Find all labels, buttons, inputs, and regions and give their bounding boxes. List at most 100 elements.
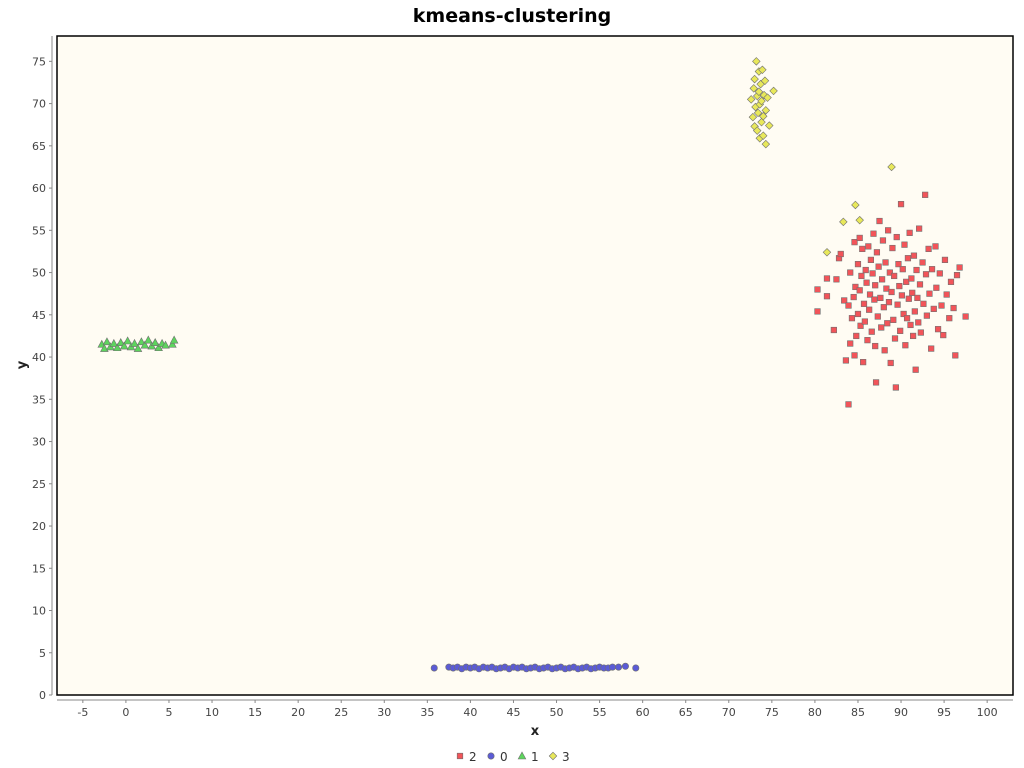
data-point (823, 293, 831, 300)
data-point (769, 86, 778, 96)
data-point (133, 343, 143, 352)
data-point (908, 275, 915, 282)
y-tick-label: 60 (32, 182, 46, 195)
data-point (430, 664, 438, 672)
x-tick-label: 90 (894, 706, 908, 719)
data-point (841, 297, 848, 304)
x-tick-label: 75 (765, 706, 779, 719)
data-point (897, 327, 904, 334)
data-point (936, 270, 943, 277)
data-point (123, 336, 132, 345)
data-point (814, 286, 821, 293)
data-point (928, 266, 936, 273)
data-point (919, 259, 926, 266)
data-point (909, 332, 917, 340)
y-axis-label: y (15, 360, 30, 369)
data-point (911, 308, 918, 315)
y-tick-label: 10 (32, 605, 46, 618)
data-point (140, 340, 150, 349)
data-point (865, 243, 872, 250)
data-point (621, 662, 629, 670)
data-point (116, 338, 126, 346)
data-point (102, 337, 112, 346)
data-point (847, 340, 854, 347)
x-tick-label: 30 (377, 706, 391, 719)
data-point (860, 359, 867, 366)
plot-area (56, 35, 1014, 696)
data-point (112, 343, 122, 352)
data-point (925, 245, 932, 253)
legend-marker-3 (548, 751, 558, 761)
y-tick-label: 75 (32, 55, 46, 68)
data-point (941, 256, 949, 263)
data-point (883, 285, 890, 292)
data-point (749, 84, 758, 93)
data-point (615, 663, 623, 671)
data-point (814, 308, 821, 315)
data-point (858, 272, 865, 280)
data-point (894, 301, 901, 308)
data-point (947, 278, 955, 285)
data-point (862, 266, 869, 274)
data-point (866, 306, 873, 313)
y-axis-ticks: 0 5 10 15 20 25 30 35 40 45 50 55 60 65 70 75 (32, 55, 52, 702)
data-point (823, 275, 831, 282)
data-point (154, 343, 163, 352)
x-axis-ticks: -5 0 5 10 15 20 25 30 35 40 45 50 55 60 65 70 75 80 85 90 95… (77, 700, 998, 719)
data-point (852, 283, 859, 291)
data-point (837, 250, 844, 258)
data-point (914, 294, 921, 302)
data-point (748, 112, 758, 122)
y-tick-label: 20 (32, 520, 46, 533)
y-tick-label: 35 (32, 393, 46, 406)
y-tick-label: 25 (32, 478, 46, 491)
data-point (609, 663, 617, 671)
data-point (916, 281, 924, 288)
series-0 (430, 662, 640, 673)
data-point (873, 249, 881, 256)
data-point (896, 282, 903, 290)
data-point (962, 313, 969, 320)
data-point (864, 337, 871, 344)
data-point (876, 217, 883, 225)
data-point (822, 248, 832, 257)
data-point (943, 291, 950, 298)
data-point (872, 379, 880, 386)
x-tick-label: 5 (165, 706, 172, 719)
data-point (928, 345, 935, 352)
data-point (750, 74, 759, 84)
data-point (854, 310, 862, 318)
data-point (882, 259, 889, 266)
data-point (878, 276, 886, 283)
data-point (855, 215, 864, 225)
data-point (868, 328, 875, 335)
data-point (872, 342, 879, 350)
series-3 (746, 57, 896, 257)
data-point (752, 126, 762, 135)
data-point (848, 315, 856, 322)
x-tick-label: 0 (122, 706, 129, 719)
data-point (867, 256, 874, 263)
legend-label-0: 0 (500, 750, 508, 764)
data-point (892, 384, 899, 391)
data-point (856, 287, 863, 294)
data-point (758, 65, 767, 75)
y-tick-label: 70 (32, 98, 46, 111)
data-point (833, 276, 840, 283)
data-point (887, 162, 896, 172)
data-point (757, 96, 766, 106)
data-point (926, 290, 933, 297)
data-point (905, 295, 912, 302)
data-point (930, 305, 937, 312)
data-point (866, 291, 874, 298)
data-point (920, 300, 927, 307)
legend-marker-2 (456, 752, 464, 760)
data-point (856, 234, 863, 242)
data-point (906, 229, 913, 236)
data-point (893, 233, 900, 241)
data-point (759, 131, 768, 140)
data-point (757, 117, 766, 127)
x-tick-label: -5 (77, 706, 88, 719)
data-point (900, 310, 907, 318)
data-point (878, 324, 885, 331)
